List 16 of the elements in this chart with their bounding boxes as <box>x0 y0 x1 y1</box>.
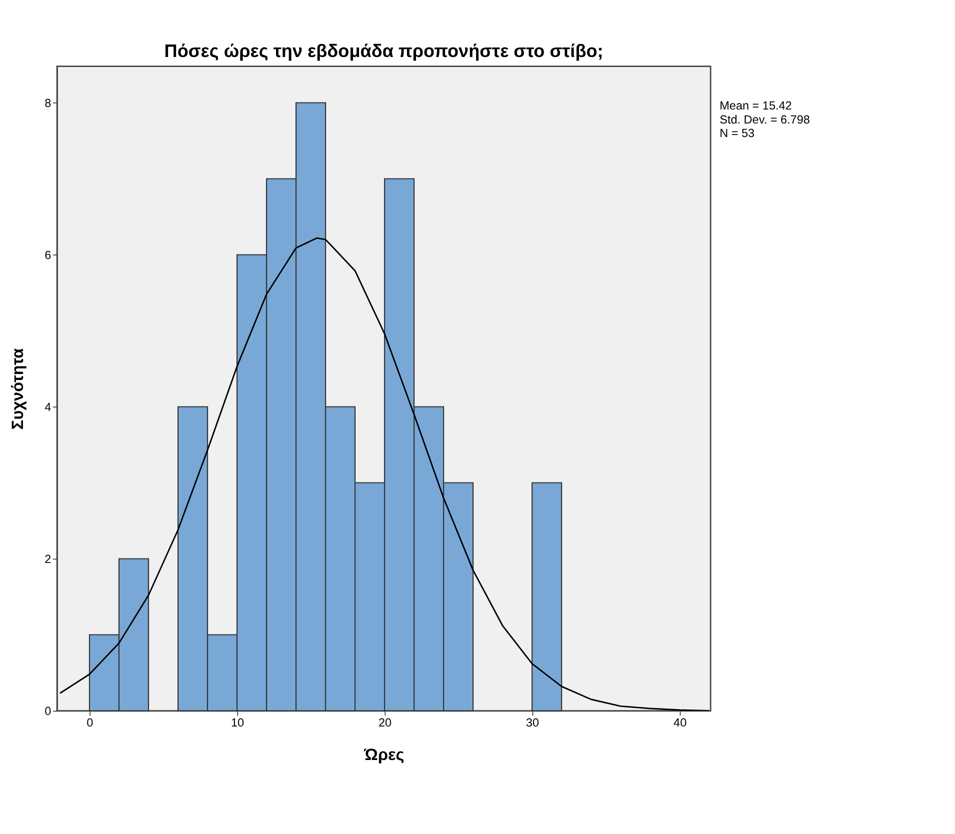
x-tick-label: 0 <box>86 716 94 730</box>
x-tick-label: 30 <box>526 716 540 730</box>
x-axis-title: Ώρες <box>363 746 404 764</box>
chart-title: Πόσες ώρες την εβδομάδα προπονήστε στο στίβο; <box>164 41 604 62</box>
x-tick-label: 20 <box>378 716 392 730</box>
y-tick-label: 4 <box>44 400 52 414</box>
y-axis-title: Συχνότητα <box>8 348 27 430</box>
text: Mean = 15.42 <box>720 100 792 113</box>
text: N = 53 <box>720 126 756 140</box>
x-tick-label: 10 <box>230 716 244 730</box>
x-tick-label: 40 <box>674 716 688 730</box>
y-tick-label: 8 <box>44 96 52 110</box>
y-tick-label: 0 <box>44 704 52 718</box>
text: Std. Dev. = 6.798 <box>720 113 810 126</box>
y-tick-label: 6 <box>44 248 52 262</box>
y-tick-label: 2 <box>44 552 52 566</box>
